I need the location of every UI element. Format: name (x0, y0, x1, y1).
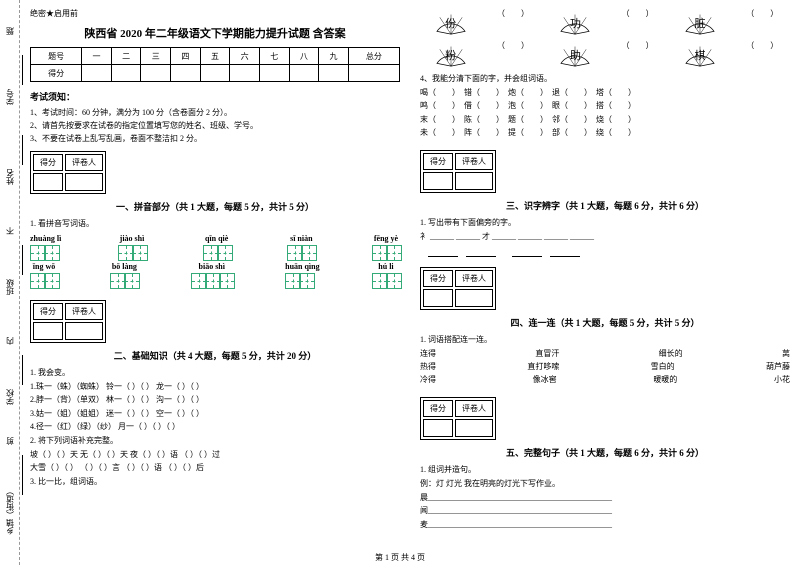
fan-icon: 功 (556, 8, 594, 36)
question: 1. 词语搭配连一连。 (420, 333, 790, 347)
char-row: 鸣（ ） 借（ ） 泡（ ） 眼（ ） 搭（ ） (420, 99, 790, 113)
binding-label: 内 (4, 337, 15, 345)
fan-icon: 粉 (432, 40, 470, 68)
binding-label: 乡镇（街道） (4, 487, 15, 535)
char-row: 末（ ） 陈（ ） 题（ ） 邻（ ） 烧（ ） (420, 113, 790, 127)
fan-row: 份（ ） 功（ ） 脏（ ） (420, 8, 790, 36)
section-1-title: 一、拼音部分（共 1 大题，每题 5 分，共计 5 分） (30, 200, 400, 213)
pinyin-row: īng wō bō làng biāo shì huān qìng hú li (30, 262, 400, 287)
exam-title: 陕西省 2020 年二年级语文下学期能力提升试题 含答案 (30, 25, 400, 41)
score-input-box: 得分评卷人 (420, 267, 496, 310)
question: 2. 将下列词语补充完整。 (30, 434, 400, 448)
binding-label: 不 (4, 227, 15, 235)
section-4-title: 四、连一连（共 1 大题，每题 5 分，共计 5 分） (420, 316, 790, 329)
question-1: 1. 看拼音写词语。 (30, 217, 400, 231)
right-column: 份（ ） 功（ ） 脏（ ） 粉（ ） 助（ ） 棋（ ） 4、我能分清下面的字… (410, 0, 800, 565)
section-2-title: 二、基础知识（共 4 大题，每题 5 分，共计 20 分） (30, 349, 400, 362)
table-row: 题号 一 二 三 四 五 六 七 八 九 总分 (31, 48, 400, 65)
exam-page: 乡镇（街道） 剪 学校 内 班级 不 姓名 学号 题 绝密★启用前 陕西省 20… (0, 0, 800, 565)
instructions: 1、考试时间：60 分钟，满分为 100 分（含卷面分 2 分）。 2、请首先按… (30, 107, 400, 145)
score-input-box: 得分评卷人 (420, 397, 496, 440)
score-input-box: 得分评卷人 (420, 150, 496, 193)
left-column: 绝密★启用前 陕西省 2020 年二年级语文下学期能力提升试题 含答案 题号 一… (20, 0, 410, 565)
char-row: 未（ ） 阵（ ） 提（ ） 部（ ） 绕（ ） (420, 126, 790, 140)
question: 1. 写出带有下面偏旁的字。 (420, 216, 790, 230)
fan-icon: 脏 (681, 8, 719, 36)
question: 1. 我会变。 (30, 366, 400, 380)
main-content: 绝密★启用前 陕西省 2020 年二年级语文下学期能力提升试题 含答案 题号 一… (20, 0, 800, 565)
fan-row: 粉（ ） 助（ ） 棋（ ） (420, 40, 790, 68)
table-row: 得分 (31, 65, 400, 82)
binding-label: 学号 (4, 89, 15, 105)
binding-label: 题 (4, 27, 15, 35)
binding-label: 学校 (4, 389, 15, 405)
char-row: 喝（ ） 错（ ） 炮（ ） 退（ ） 塔（ ） (420, 86, 790, 100)
score-table: 题号 一 二 三 四 五 六 七 八 九 总分 得分 (30, 47, 400, 82)
pinyin-row: zhuàng lì jiào shì qīn qiè sī niàn fēng … (30, 234, 400, 259)
section-3-title: 三、识字辨字（共 1 大题，每题 6 分，共计 6 分） (420, 199, 790, 212)
binding-margin: 乡镇（街道） 剪 学校 内 班级 不 姓名 学号 题 (0, 0, 20, 565)
fan-icon: 份 (432, 8, 470, 36)
match-row: 连得直冒汗细长的莴 (420, 348, 790, 359)
page-footer: 第 1 页 共 4 页 (375, 552, 425, 563)
score-input-box: 得分评卷人 (30, 300, 106, 343)
instructions-title: 考试须知： (30, 90, 400, 103)
secret-label: 绝密★启用前 (30, 8, 400, 19)
match-row: 冷得像冰窖暖暖的小花 (420, 374, 790, 385)
binding-label: 剪 (4, 437, 15, 445)
binding-label: 班级 (4, 279, 15, 295)
section-5-title: 五、完整句子（共 1 大题，每题 6 分，共计 6 分） (420, 446, 790, 459)
score-input-box: 得分评卷人 (30, 151, 106, 194)
question-4: 4、我能分清下面的字，并会组词语。 (420, 72, 790, 86)
match-row: 热得直打哆嗦雪白的葫芦藤 (420, 361, 790, 372)
binding-label: 姓名 (4, 169, 15, 185)
question: 3. 比一比，组词语。 (30, 475, 400, 489)
question: 1. 组词并造句。 (420, 463, 790, 477)
fan-icon: 棋 (681, 40, 719, 68)
fan-icon: 助 (556, 40, 594, 68)
